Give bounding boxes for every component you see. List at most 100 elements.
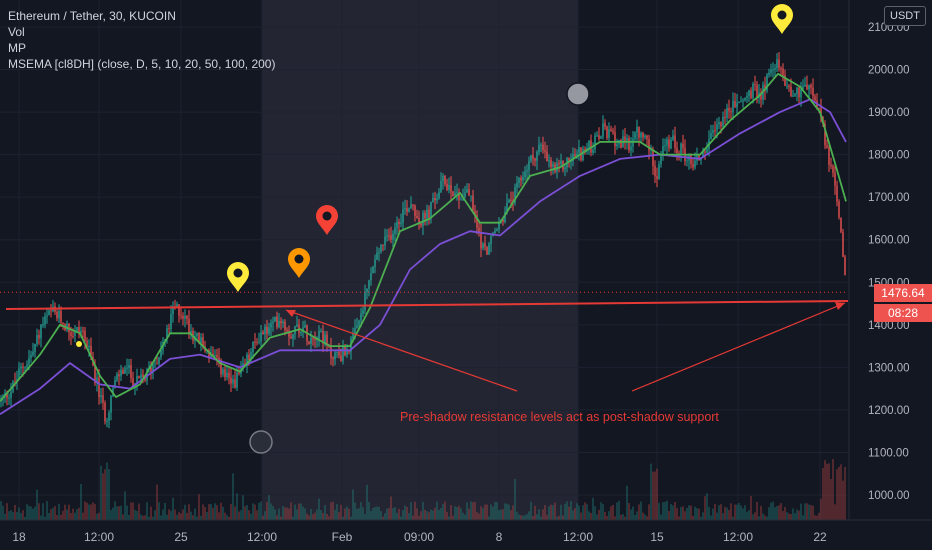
volume-bar [688, 505, 690, 520]
volume-bar [700, 516, 702, 520]
yellow-pin-icon-top[interactable] [771, 4, 793, 34]
volume-bar [470, 501, 472, 520]
volume-bar [274, 509, 276, 520]
volume-bar [830, 479, 832, 520]
candle-body [152, 364, 154, 372]
volume-bar [792, 508, 794, 520]
time-axis[interactable]: 18 12:00 25 12:00 Feb 09:00 8 12:00 15 12:00 22 [12, 530, 827, 544]
volume-bar [522, 515, 524, 520]
candle-body [82, 330, 84, 332]
volume-bar [666, 500, 668, 520]
candle-body [346, 351, 348, 356]
candle-body [796, 87, 798, 94]
volume-bar [230, 503, 232, 520]
volume-bar [550, 504, 552, 520]
candle-body [258, 341, 260, 343]
y-tick-label: 1800.00 [868, 150, 910, 162]
volume-bar [204, 506, 206, 520]
volume-bar [262, 515, 264, 520]
candle-body [520, 178, 522, 181]
candle-body [288, 331, 290, 337]
candle-body [614, 132, 616, 147]
volume-bar [226, 515, 228, 520]
volume-bar [2, 505, 4, 520]
volume-bar [306, 513, 308, 520]
volume-bar [328, 516, 330, 520]
volume-bar [8, 511, 10, 520]
volume-bar [286, 507, 288, 520]
volume-bar [304, 508, 306, 520]
volume-bar [402, 510, 404, 520]
y-tick-label: 1100.00 [868, 447, 909, 459]
candle-body [80, 330, 82, 333]
candle-body [376, 252, 378, 260]
volume-bar [500, 509, 502, 520]
candle-body [278, 321, 280, 328]
volume-bar [220, 502, 222, 520]
volume-bar [680, 507, 682, 520]
red-pin-icon[interactable] [316, 205, 338, 235]
candle-body [698, 155, 700, 161]
candle-body [222, 369, 224, 375]
volume-bar [740, 505, 742, 520]
volume-bar [32, 508, 34, 520]
volume-bar [458, 505, 460, 520]
legend-mp[interactable]: MP [8, 41, 26, 55]
volume-bar [22, 510, 24, 520]
dark-circle-marker[interactable] [249, 430, 273, 454]
candle-body [530, 155, 532, 162]
currency-button[interactable]: USDT [884, 6, 926, 26]
x-tick-label: 25 [174, 530, 188, 544]
volume-bar [684, 511, 686, 520]
volume-bar [0, 501, 2, 520]
legend-vol[interactable]: Vol [8, 25, 25, 39]
legend-msema[interactable]: MSEMA [cl8DH] (close, D, 5, 10, 20, 50, … [8, 57, 276, 71]
volume-bar [574, 508, 576, 520]
candle-body [332, 357, 334, 360]
candle-body [728, 108, 730, 112]
candle-body [454, 193, 456, 197]
candle-body [464, 192, 466, 198]
volume-bar [588, 511, 590, 520]
yellow-pin-icon[interactable] [227, 262, 249, 292]
candle-body [234, 379, 236, 388]
candle-body [314, 338, 316, 340]
candle-body [784, 75, 786, 86]
orange-pin-icon[interactable] [288, 248, 310, 278]
candle-body [744, 98, 746, 101]
volume-bar [116, 506, 118, 520]
candle-body [612, 130, 614, 133]
volume-bar [708, 506, 710, 520]
candle-body [418, 218, 420, 224]
candle-body [748, 90, 750, 96]
candle-body [786, 85, 788, 87]
volume-bar [350, 516, 352, 520]
volume-bar [406, 506, 408, 520]
volume-bar [582, 505, 584, 520]
candle-body [292, 334, 294, 339]
volume-bar [130, 502, 132, 520]
volume-bar [74, 512, 76, 520]
volume-bar [718, 505, 720, 520]
volume-bar [796, 509, 798, 520]
volume-bar [62, 510, 64, 520]
candle-body [506, 202, 508, 213]
volume-bar [50, 509, 52, 520]
arrow-right-head [835, 302, 845, 310]
legend-symbol[interactable]: Ethereum / Tether, 30, KUCOIN [8, 9, 176, 23]
candle-body [504, 212, 506, 223]
volume-bar [820, 498, 822, 520]
candle-body [372, 266, 374, 274]
volume-bar [180, 513, 182, 520]
volume-bar [14, 504, 16, 520]
volume-bar [76, 509, 78, 520]
volume-bar [632, 506, 634, 520]
volume-bar [516, 511, 518, 520]
candle-body [600, 136, 602, 139]
gray-circle-marker[interactable] [566, 82, 590, 106]
volume-bar [238, 511, 240, 520]
candle-body [704, 151, 706, 153]
candle-body [276, 316, 278, 328]
